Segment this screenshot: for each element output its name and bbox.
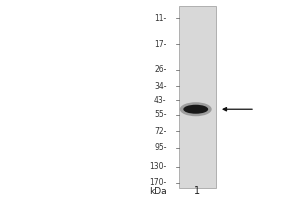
Ellipse shape: [180, 102, 212, 116]
Text: 95-: 95-: [154, 143, 167, 152]
Text: 170-: 170-: [149, 178, 167, 187]
Text: 72-: 72-: [154, 127, 167, 136]
Text: kDa: kDa: [149, 187, 167, 196]
Text: 26-: 26-: [154, 65, 167, 74]
Text: 55-: 55-: [154, 110, 167, 119]
Ellipse shape: [183, 105, 208, 114]
Text: 34-: 34-: [154, 82, 167, 91]
Text: 43-: 43-: [154, 96, 167, 105]
Bar: [178, 6, 216, 188]
Text: 11-: 11-: [154, 14, 167, 23]
Text: 17-: 17-: [154, 40, 167, 49]
Text: 1: 1: [194, 186, 200, 196]
Text: 130-: 130-: [149, 162, 167, 171]
